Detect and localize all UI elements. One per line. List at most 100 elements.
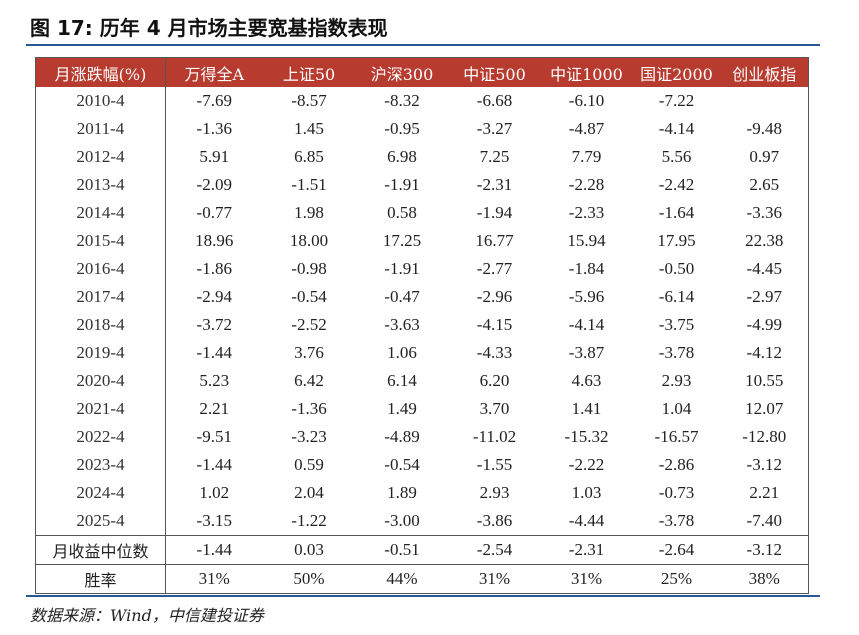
table-cell: -1.22 [291,511,327,530]
table-row: 2016-4 -1.86 -0.98 -1.91 -2.77 -1.84 -0.50 -4.4… [35,255,809,283]
table-cell: 22.38 [745,231,784,250]
table-cell: -1.84 [568,259,605,278]
row-label: 2025-4 [35,507,166,536]
row-label: 2023-4 [35,451,166,479]
table-cell: -1.64 [658,203,695,222]
row-label: 2019-4 [35,339,166,367]
table-cell: -0.77 [196,203,232,222]
table-cell: 0.58 [387,203,417,222]
table-cell: 31% [165,564,263,594]
table-cell: -3.27 [476,119,513,138]
table-row: 2013-4 -2.09 -1.51 -1.91 -2.31 -2.28 -2.42 2.65 [35,171,809,199]
table-cell: -0.95 [384,119,420,138]
rule [26,44,820,46]
table-cell: 31% [448,564,541,594]
table-cell: -3.23 [291,427,327,446]
title: 图 17: 历年 4 月市场主要宽基指数表现 [30,16,388,40]
table-cell: -2.09 [196,175,232,194]
row-label: 2015-4 [35,227,166,255]
table-cell: -3.12 [746,455,782,474]
table-cell: -3.75 [658,315,695,334]
table-cell: -3.78 [658,343,695,362]
row-label: 2013-4 [35,171,166,199]
table-cell: -0.47 [384,287,420,306]
table-row: 2014-4 -0.77 1.98 0.58 -1.94 -2.33 -1.64 -3.36 [35,199,809,227]
table-cell: -6.14 [658,287,695,306]
row-label: 2011-4 [35,115,166,143]
table-cell: -15.32 [564,427,609,446]
table-cell: -3.12 [720,535,809,565]
summary-row: 月收益中位数 -1.44 0.03 -0.51 -2.54 -2.31 -2.64 -3.12 [35,535,809,565]
table-cell: 3.76 [294,343,324,362]
table-cell: 1.06 [387,343,417,362]
row-label: 2016-4 [35,255,166,283]
table-cell: -12.80 [742,427,787,446]
table-row: 2017-4 -2.94 -0.54 -0.47 -2.96 -5.96 -6.14 -2.9… [35,283,809,311]
table-cell: -2.77 [476,259,513,278]
table-cell: -4.33 [476,343,513,362]
table-row: 2024-4 1.02 2.04 1.89 2.93 1.03 -0.73 2.21 [35,479,809,507]
table-cell: -0.98 [291,259,327,278]
table-cell: -3.78 [658,511,695,530]
row-label: 2018-4 [35,311,166,339]
table-cell: -4.14 [658,119,695,138]
table-cell: 0.59 [294,455,324,474]
table-cell: -2.31 [540,535,633,565]
table-cell: -2.33 [568,203,605,222]
table-cell: -8.32 [384,91,420,110]
table-cell: 6.42 [294,371,324,390]
table-cell: 16.77 [475,231,514,250]
table-cell: 1.41 [571,399,602,418]
table-cell: -4.12 [746,343,782,362]
table-cell: 50% [262,564,356,594]
table-cell: -7.40 [746,511,782,530]
table: 月涨跌幅(%) 万得全A 上证50 沪深300 中证500 中证1000 国证2000 创业板… [35,57,809,594]
table-cell: 3.70 [479,399,510,418]
row-label: 月收益中位数 [35,535,166,565]
row-label: 胜率 [35,564,166,594]
table-cell: 6.20 [479,371,510,390]
table-cell: -2.52 [291,315,327,334]
table-cell: 1.98 [294,203,324,222]
row-label: 2024-4 [35,479,166,507]
table-cell: -16.57 [654,427,699,446]
table-cell: -1.44 [165,535,263,565]
table-cell: 1.03 [571,483,602,502]
table-row: 2021-4 2.21 -1.36 1.49 3.70 1.41 1.04 12.07 [35,395,809,423]
table-cell: -2.54 [448,535,541,565]
table-cell: -2.42 [658,175,695,194]
table-cell: -0.54 [384,455,420,474]
table-row: 2020-4 5.23 6.42 6.14 6.20 4.63 2.93 10.55 [35,367,809,395]
table-cell: -4.45 [746,259,782,278]
table-cell: 7.25 [479,147,510,166]
row-label: 2010-4 [35,87,166,115]
header-cell: 中证500 [448,57,541,87]
table-cell: -3.63 [384,315,420,334]
table-cell: 18.96 [195,231,234,250]
table-cell: -4.89 [384,427,420,446]
table-cell: -2.64 [632,535,721,565]
table-cell: -0.73 [658,483,695,502]
table-cell: 5.23 [199,371,230,390]
table-cell: -2.28 [568,175,605,194]
table-row: 2025-4 -3.15 -1.22 -3.00 -3.86 -4.44 -3.78 -7.4… [35,507,809,536]
summary-row: 胜率 31% 50% 44% 31% 31% 25% 38% [35,564,809,594]
table-cell: 1.04 [661,399,692,418]
table-cell: 25% [632,564,721,594]
table-cell: -3.86 [476,511,513,530]
table-row: 2012-4 5.91 6.85 6.98 7.25 7.79 5.56 0.97 [35,143,809,171]
table-cell: -2.86 [658,455,695,474]
table-row: 2018-4 -3.72 -2.52 -3.63 -4.15 -4.14 -3.75 -4.9… [35,311,809,339]
table-row: 2015-4 18.96 18.00 17.25 16.77 15.94 17.95 22.3… [35,227,809,255]
table-cell: 17.95 [657,231,696,250]
table-cell: 5.91 [199,147,230,166]
table-cell: 44% [355,564,449,594]
table-cell: -2.96 [476,287,513,306]
table-cell: 31% [540,564,633,594]
table-cell: 1.89 [387,483,417,502]
table-row: 2011-4 -1.36 1.45 -0.95 -3.27 -4.87 -4.14 -9.48 [35,115,809,143]
row-label: 2021-4 [35,395,166,423]
table-cell: 6.14 [387,371,417,390]
row-label: 2017-4 [35,283,166,311]
